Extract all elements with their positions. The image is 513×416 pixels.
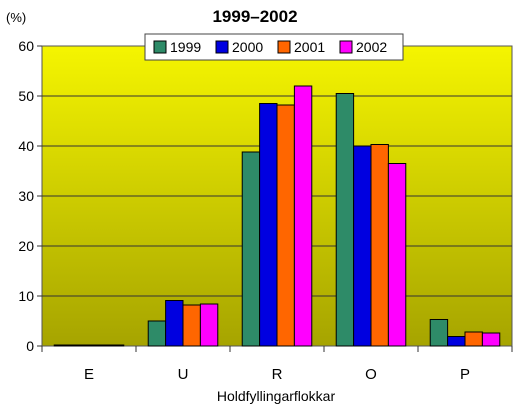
chart-title: 1999–2002 xyxy=(212,7,297,26)
y-tick-label: 40 xyxy=(18,138,34,154)
x-tick-label: R xyxy=(272,366,283,383)
bar-1999-P xyxy=(429,319,449,347)
bar-2000-E xyxy=(71,344,90,347)
x-tick-label: U xyxy=(178,366,189,383)
x-tick-label: P xyxy=(460,366,470,383)
legend-swatch-2001 xyxy=(277,40,291,54)
legend-swatch-1999 xyxy=(153,40,167,54)
bars xyxy=(53,85,501,347)
bar-2000-O xyxy=(353,145,372,347)
y-tick-label: 20 xyxy=(18,238,34,254)
bar-2000-P xyxy=(447,336,466,347)
bar-2002-E xyxy=(105,344,125,347)
bar-1999-O xyxy=(335,93,355,347)
bar-2002-O xyxy=(387,163,407,347)
bar-2001-U xyxy=(182,304,201,347)
x-axis-label: Holdfyllingarflokkar xyxy=(217,388,336,404)
bar-2000-R xyxy=(259,103,278,347)
bar-2001-R xyxy=(276,104,295,347)
bar-1999-U xyxy=(147,320,167,347)
bar-1999-E xyxy=(53,344,73,347)
bar-2001-O xyxy=(370,144,389,347)
legend-box xyxy=(144,33,404,61)
bar-1999-R xyxy=(241,151,261,347)
y-axis-label: (%) xyxy=(6,10,26,25)
bar-2001-P xyxy=(464,331,483,347)
x-tick-label: O xyxy=(365,366,377,383)
legend: 1999 2000 2001 2002 xyxy=(144,33,404,61)
bar-2000-U xyxy=(165,300,184,347)
axes: 0 10 20 30 40 50 60 E U R O P xyxy=(18,38,513,383)
legend-label: 1999 xyxy=(170,39,201,55)
y-tick-label: 10 xyxy=(18,288,34,304)
legend-swatch-2002 xyxy=(339,40,353,54)
x-tick-label: E xyxy=(84,366,94,383)
bar-2002-R xyxy=(293,85,313,347)
legend-swatch-2000 xyxy=(215,40,229,54)
y-tick-label: 60 xyxy=(18,38,34,54)
legend-label: 2001 xyxy=(294,39,325,55)
y-tick-label: 30 xyxy=(18,188,34,204)
y-tick-label: 50 xyxy=(18,88,34,104)
y-tick-label: 0 xyxy=(26,338,34,354)
legend-label: 2000 xyxy=(232,39,263,55)
legend-label: 2002 xyxy=(356,39,387,55)
bar-2001-E xyxy=(88,344,107,347)
bar-2002-U xyxy=(199,303,219,347)
bar-2002-P xyxy=(481,332,501,347)
